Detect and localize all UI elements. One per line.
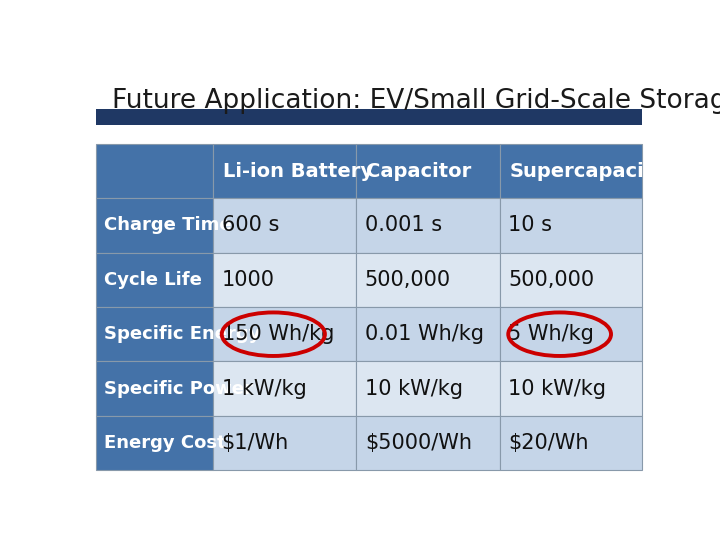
Text: $1/Wh: $1/Wh [222, 433, 289, 453]
Bar [500, 307, 642, 361]
Bar [500, 144, 642, 198]
Bar [500, 361, 642, 416]
Bar [96, 416, 213, 470]
Bar [96, 109, 642, 125]
Bar [500, 416, 642, 470]
Bar [213, 198, 356, 253]
Bar [500, 198, 642, 253]
Bar [356, 307, 500, 361]
Bar [96, 361, 213, 416]
Text: Cycle Life: Cycle Life [104, 271, 202, 289]
Text: 10 kW/kg: 10 kW/kg [365, 379, 463, 399]
Bar [500, 253, 642, 307]
Text: $20/Wh: $20/Wh [508, 433, 588, 453]
Text: 10 kW/kg: 10 kW/kg [508, 379, 606, 399]
Bar [96, 307, 213, 361]
Bar [96, 144, 213, 198]
Text: Capacitor: Capacitor [366, 161, 472, 180]
Text: $5000/Wh: $5000/Wh [365, 433, 472, 453]
Text: 500,000: 500,000 [508, 270, 594, 290]
Bar [356, 198, 500, 253]
Text: Supercapacitor: Supercapacitor [510, 161, 677, 180]
Bar [356, 416, 500, 470]
Bar [356, 253, 500, 307]
Text: 600 s: 600 s [222, 215, 279, 235]
Bar [356, 361, 500, 416]
Text: 1 kW/kg: 1 kW/kg [222, 379, 306, 399]
Text: Future Application: EV/Small Grid-Scale Storage: Future Application: EV/Small Grid-Scale … [112, 87, 720, 113]
Text: Charge Time: Charge Time [104, 217, 232, 234]
Text: 5 Wh/kg: 5 Wh/kg [508, 324, 594, 344]
Bar [213, 307, 356, 361]
Text: Energy Cost: Energy Cost [104, 434, 225, 452]
Text: Specific Power: Specific Power [104, 380, 253, 397]
Text: Li-ion Battery: Li-ion Battery [223, 161, 373, 180]
Bar [356, 144, 500, 198]
Text: 150 Wh/kg: 150 Wh/kg [222, 324, 334, 344]
Text: 1000: 1000 [222, 270, 274, 290]
Bar [96, 198, 213, 253]
Bar [213, 253, 356, 307]
Text: 0.01 Wh/kg: 0.01 Wh/kg [365, 324, 484, 344]
Bar [96, 253, 213, 307]
Bar [213, 144, 356, 198]
Bar [213, 361, 356, 416]
Bar [213, 416, 356, 470]
Text: 0.001 s: 0.001 s [365, 215, 442, 235]
Text: Specific Energy: Specific Energy [104, 325, 261, 343]
Text: 500,000: 500,000 [365, 270, 451, 290]
Text: 10 s: 10 s [508, 215, 552, 235]
